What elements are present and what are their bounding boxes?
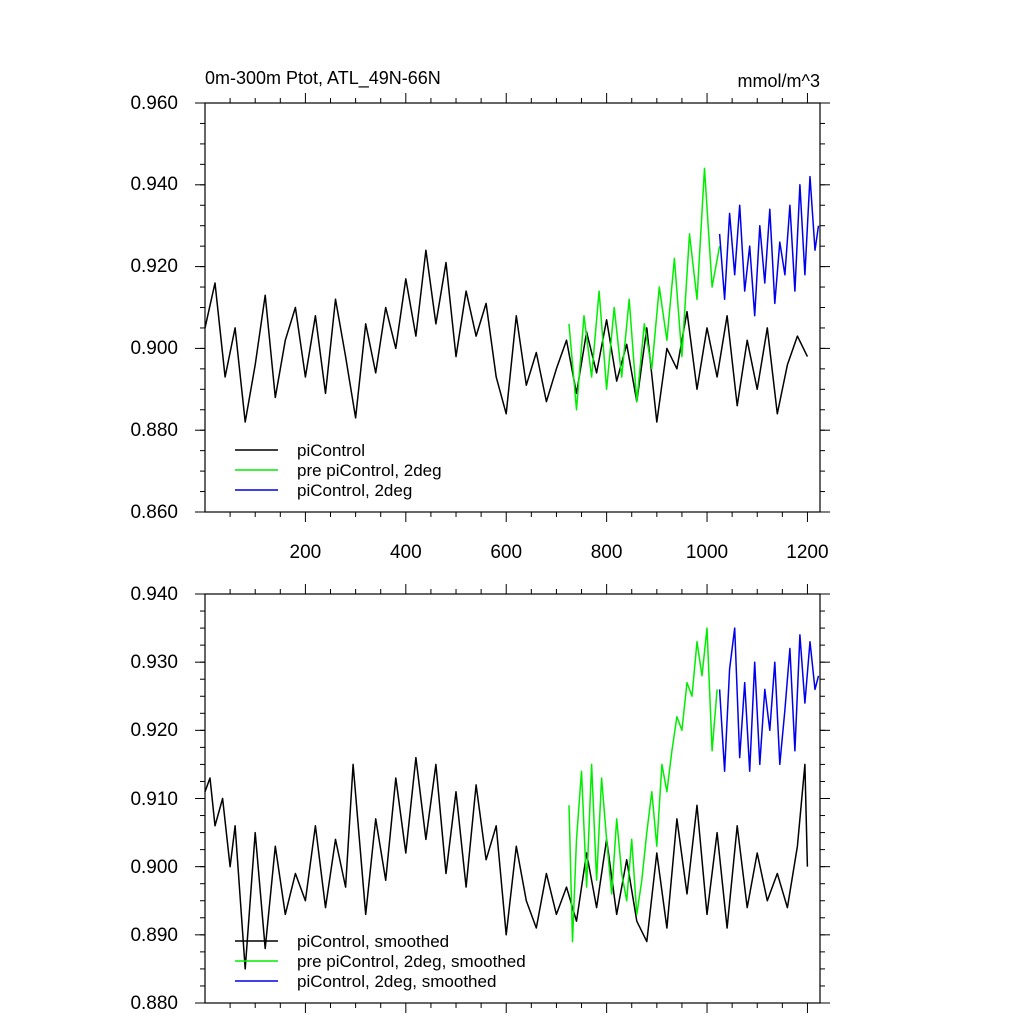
legend-label-picontrol-2deg: piControl, 2deg	[297, 481, 412, 500]
bottom-y-tick-label: 0.930	[130, 652, 178, 673]
series-line-pre-picontrol-2deg-smoothed	[568, 627, 718, 943]
bottom-y-tick-label: 0.890	[130, 925, 178, 946]
bottom-y-tick-label: 0.880	[130, 993, 178, 1014]
bottom-series-lines	[204, 627, 820, 970]
series-line-picontrol-2deg	[718, 175, 820, 317]
top-y-tick-label: 0.940	[130, 174, 178, 195]
bottom-y-tick-label: 0.940	[130, 584, 178, 605]
top-chart-units: mmol/m^3	[738, 71, 820, 91]
legend-label-picontrol-2deg-smoothed: piControl, 2deg, smoothed	[297, 972, 496, 991]
top-y-tick-label: 0.860	[130, 502, 178, 523]
top-y-tick-label: 0.960	[130, 93, 178, 114]
top-x-tick-label: 400	[390, 542, 422, 563]
legend-label-picontrol-smoothed: piControl, smoothed	[297, 932, 449, 951]
top-chart-title: 0m-300m Ptot, ATL_49N-66N	[205, 68, 441, 89]
bottom-y-tick-label: 0.910	[130, 789, 178, 810]
series-line-picontrol-2deg-smoothed	[718, 627, 820, 772]
top-panel: 0m-300m Ptot, ATL_49N-66N mmol/m^3 0.860…	[130, 68, 830, 563]
bottom-y-axis-labels: 0.880 0.890 0.900 0.910 0.920 0.930 0.94…	[130, 584, 178, 1014]
top-x-axis-labels: 200 400 600 800 1000 1200	[290, 542, 829, 563]
top-series-lines	[204, 167, 820, 423]
legend-label-pre-picontrol-2deg: pre piControl, 2deg	[297, 461, 442, 480]
legend-label-pre-picontrol-2deg-smoothed: pre piControl, 2deg, smoothed	[297, 952, 526, 971]
top-legend: piControl pre piControl, 2deg piControl,…	[235, 441, 442, 500]
top-y-tick-label: 0.880	[130, 420, 178, 441]
top-x-tick-label: 1000	[686, 542, 728, 563]
series-line-picontrol-smoothed	[204, 756, 809, 970]
top-y-axis-labels: 0.860 0.880 0.900 0.920 0.940 0.960	[130, 93, 178, 523]
top-x-tick-label: 200	[290, 542, 322, 563]
top-x-tick-label: 1200	[786, 542, 828, 563]
series-line-picontrol	[204, 249, 809, 423]
bottom-y-tick-label: 0.920	[130, 720, 178, 741]
top-y-tick-label: 0.900	[130, 338, 178, 359]
bottom-legend: piControl, smoothed pre piControl, 2deg,…	[235, 932, 526, 991]
bottom-y-tick-label: 0.900	[130, 857, 178, 878]
series-line-pre-picontrol-2deg	[568, 167, 721, 411]
top-x-tick-label: 800	[591, 542, 623, 563]
bottom-panel: 0.880 0.890 0.900 0.910 0.920 0.930 0.94…	[130, 584, 830, 1014]
bottom-tick-marks	[195, 584, 830, 1013]
top-x-tick-label: 600	[490, 542, 522, 563]
top-tick-marks	[195, 93, 830, 522]
top-y-tick-label: 0.920	[130, 256, 178, 277]
legend-label-picontrol: piControl	[297, 441, 365, 460]
